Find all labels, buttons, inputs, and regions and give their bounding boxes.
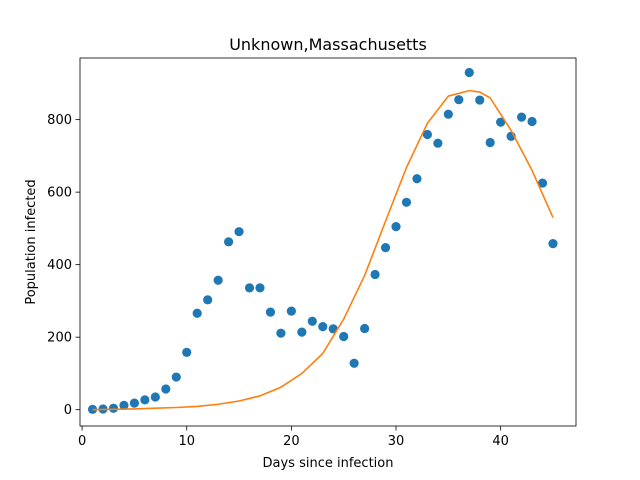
x-tick-label: 40 [492,434,509,449]
data-point [360,323,370,334]
plot-area [87,67,558,414]
data-point [129,398,140,408]
data-point [276,328,286,338]
y-tick-label: 800 [47,113,72,128]
data-point [297,327,307,337]
data-point [349,358,359,368]
y-tick-label: 0 [64,403,72,418]
data-point [370,269,380,280]
data-point [119,400,129,410]
data-point [307,316,317,326]
data-point [234,227,244,237]
data-point [203,295,213,305]
data-point [171,372,181,382]
data-point [161,384,171,394]
data-point [244,283,255,293]
data-point [140,395,150,405]
data-point [548,239,558,249]
data-point [412,174,422,184]
data-point [318,322,328,332]
data-point [286,306,296,316]
data-point [443,109,453,119]
data-point [496,117,506,127]
data-point [391,221,401,232]
data-point [475,95,485,105]
data-point [182,347,192,357]
data-point [401,197,412,207]
data-point [223,237,234,247]
data-point [464,67,474,78]
x-tick-label: 20 [283,434,300,449]
x-axis-label: Days since infection [263,456,394,471]
data-point [213,275,223,285]
data-point [527,116,537,127]
data-point [192,308,202,318]
data-point [422,129,433,140]
fit-line [92,89,554,411]
data-point [454,95,464,105]
data-point [537,178,548,188]
x-tick-label: 0 [78,434,86,449]
data-point [433,138,443,148]
x-tick-label: 10 [178,434,195,449]
y-axis-label: Population infected [24,179,39,304]
data-point [485,137,495,148]
data-point [150,392,160,402]
y-tick-label: 600 [47,186,72,201]
data-point [265,307,276,317]
axes-frame [79,57,577,427]
data-point [108,403,119,413]
x-tick-label: 30 [388,434,405,449]
y-tick-label: 400 [47,258,72,273]
data-point [380,243,391,253]
y-tick-label: 200 [47,331,72,346]
chart-title: Unknown,Massachusetts [229,35,427,54]
data-point [255,283,265,293]
data-point [339,331,349,342]
data-point [516,112,527,122]
